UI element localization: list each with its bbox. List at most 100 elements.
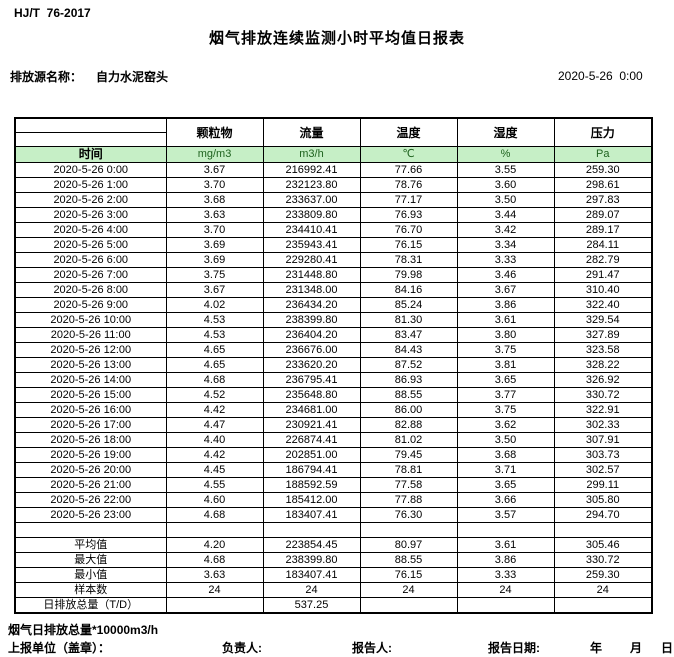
value-cell: 236676.00 bbox=[262, 342, 361, 358]
value-cell: 3.70 bbox=[165, 222, 264, 238]
value-cell: 3.77 bbox=[456, 387, 555, 403]
table-row: 2020-5-26 4:00 3.70 234410.41 76.70 3.42 289.… bbox=[14, 222, 653, 238]
summary-row: 平均值 4.20 223854.45 80.97 3.61 305.46 bbox=[14, 537, 653, 553]
spacer-cell bbox=[262, 522, 361, 538]
time-cell: 2020-5-26 20:00 bbox=[14, 462, 167, 478]
summary-value: 4.20 bbox=[165, 537, 264, 553]
summary-value: 537.25 bbox=[262, 597, 361, 614]
table-row: 2020-5-26 20:00 4.45 186794.41 78.81 3.71 302… bbox=[14, 462, 653, 478]
value-cell: 233809.80 bbox=[262, 207, 361, 223]
table-row: 2020-5-26 15:00 4.52 235648.80 88.55 3.77 330… bbox=[14, 387, 653, 403]
value-cell: 78.76 bbox=[359, 177, 458, 193]
spacer-cell bbox=[456, 522, 555, 538]
value-cell: 3.46 bbox=[456, 267, 555, 283]
value-cell: 3.68 bbox=[165, 192, 264, 208]
unit-cell: Pa bbox=[553, 146, 653, 163]
monitoring-table: 颗粒物 流量 温度 湿度 压力 时间 mg/m3 m3/h ℃% Pa 2020-5-26 0:… bbox=[14, 117, 653, 614]
value-cell: 236404.20 bbox=[262, 327, 361, 343]
value-cell: 4.68 bbox=[165, 372, 264, 388]
time-cell: 2020-5-26 5:00 bbox=[14, 237, 167, 253]
summary-label: 最大值 bbox=[14, 552, 167, 568]
value-cell: 83.47 bbox=[359, 327, 458, 343]
value-cell: 3.71 bbox=[456, 462, 555, 478]
spacer-cell bbox=[553, 522, 653, 538]
value-cell: 3.61 bbox=[456, 312, 555, 328]
value-cell: 76.30 bbox=[359, 507, 458, 523]
value-cell: 310.40 bbox=[553, 282, 653, 298]
value-cell: 4.53 bbox=[165, 312, 264, 328]
summary-value: 259.30 bbox=[553, 567, 653, 583]
value-cell: 3.70 bbox=[165, 177, 264, 193]
value-cell: 327.89 bbox=[553, 327, 653, 343]
unit-row: 时间 mg/m3 m3/h ℃% Pa bbox=[14, 146, 653, 163]
summary-value: 3.63 bbox=[165, 567, 264, 583]
time-cell: 2020-5-26 3:00 bbox=[14, 207, 167, 223]
time-cell: 2020-5-26 2:00 bbox=[14, 192, 167, 208]
value-cell: 4.42 bbox=[165, 402, 264, 418]
value-cell: 305.80 bbox=[553, 492, 653, 508]
value-cell: 3.63 bbox=[165, 207, 264, 223]
table-row: 2020-5-26 3:00 3.63 233809.80 76.93 3.44 289.… bbox=[14, 207, 653, 223]
time-cell: 2020-5-26 21:00 bbox=[14, 477, 167, 493]
time-cell: 2020-5-26 16:00 bbox=[14, 402, 167, 418]
emission-source-label: 排放源名称： bbox=[10, 70, 83, 84]
value-cell: 259.30 bbox=[553, 162, 653, 178]
summary-value: 24 bbox=[456, 582, 555, 598]
value-cell: 3.55 bbox=[456, 162, 555, 178]
summary-value: 238399.80 bbox=[262, 552, 361, 568]
param-header: 流量 bbox=[262, 117, 361, 147]
value-cell: 289.17 bbox=[553, 222, 653, 238]
table-row: 2020-5-26 1:00 3.70 232123.80 78.76 3.60 298.… bbox=[14, 177, 653, 193]
day-label: 日 bbox=[661, 641, 674, 655]
value-cell: 322.40 bbox=[553, 297, 653, 313]
table-row: 2020-5-26 9:00 4.02 236434.20 85.24 3.86 322.… bbox=[14, 297, 653, 313]
value-cell: 303.73 bbox=[553, 447, 653, 463]
table-row: 2020-5-26 16:00 4.42 234681.00 86.00 3.75 322… bbox=[14, 402, 653, 418]
table-row: 2020-5-26 14:00 4.68 236795.41 86.93 3.65 326… bbox=[14, 372, 653, 388]
param-header: 温度 bbox=[359, 117, 458, 147]
value-cell: 81.02 bbox=[359, 432, 458, 448]
summary-value: 24 bbox=[359, 582, 458, 598]
value-cell: 183407.41 bbox=[262, 507, 361, 523]
value-cell: 188592.59 bbox=[262, 477, 361, 493]
time-cell: 2020-5-26 12:00 bbox=[14, 342, 167, 358]
value-cell: 233620.20 bbox=[262, 357, 361, 373]
spacer-cell bbox=[14, 522, 167, 538]
summary-label: 最小值 bbox=[14, 567, 167, 583]
time-cell: 2020-5-26 19:00 bbox=[14, 447, 167, 463]
value-cell: 298.61 bbox=[553, 177, 653, 193]
table-row: 2020-5-26 12:00 4.65 236676.00 84.43 3.75 323… bbox=[14, 342, 653, 358]
value-cell: 236434.20 bbox=[262, 297, 361, 313]
summary-rows: 平均值 4.20 223854.45 80.97 3.61 305.46 最大值 4.68 23… bbox=[14, 537, 653, 614]
summary-label: 平均值 bbox=[14, 537, 167, 553]
summary-row: 最大值 4.68 238399.80 88.55 3.86 330.72 bbox=[14, 552, 653, 568]
value-cell: 3.66 bbox=[456, 492, 555, 508]
value-cell: 307.91 bbox=[553, 432, 653, 448]
time-cell: 2020-5-26 4:00 bbox=[14, 222, 167, 238]
summary-value: 80.97 bbox=[359, 537, 458, 553]
spacer-row bbox=[14, 522, 653, 538]
summary-value bbox=[456, 597, 555, 614]
month-label: 月 bbox=[630, 641, 643, 655]
emission-source-name: 自力水泥窑头 bbox=[96, 70, 169, 84]
value-cell: 76.15 bbox=[359, 237, 458, 253]
value-cell: 3.42 bbox=[456, 222, 555, 238]
param-header: 湿度 bbox=[456, 117, 555, 147]
time-cell: 2020-5-26 14:00 bbox=[14, 372, 167, 388]
time-cell: 2020-5-26 13:00 bbox=[14, 357, 167, 373]
value-cell: 236795.41 bbox=[262, 372, 361, 388]
value-cell: 235943.41 bbox=[262, 237, 361, 253]
value-cell: 82.88 bbox=[359, 417, 458, 433]
value-cell: 4.52 bbox=[165, 387, 264, 403]
summary-value: 183407.41 bbox=[262, 567, 361, 583]
year-label: 年 bbox=[590, 641, 603, 655]
summary-value: 4.68 bbox=[165, 552, 264, 568]
value-cell: 231348.00 bbox=[262, 282, 361, 298]
unit-cell: m3/h bbox=[262, 146, 361, 163]
value-cell: 3.57 bbox=[456, 507, 555, 523]
value-cell: 4.47 bbox=[165, 417, 264, 433]
summary-label: 日排放总量（T/D） bbox=[14, 597, 167, 614]
value-cell: 3.34 bbox=[456, 237, 555, 253]
spacer-body bbox=[14, 522, 653, 538]
table-row: 2020-5-26 17:00 4.47 230921.41 82.88 3.62 302… bbox=[14, 417, 653, 433]
